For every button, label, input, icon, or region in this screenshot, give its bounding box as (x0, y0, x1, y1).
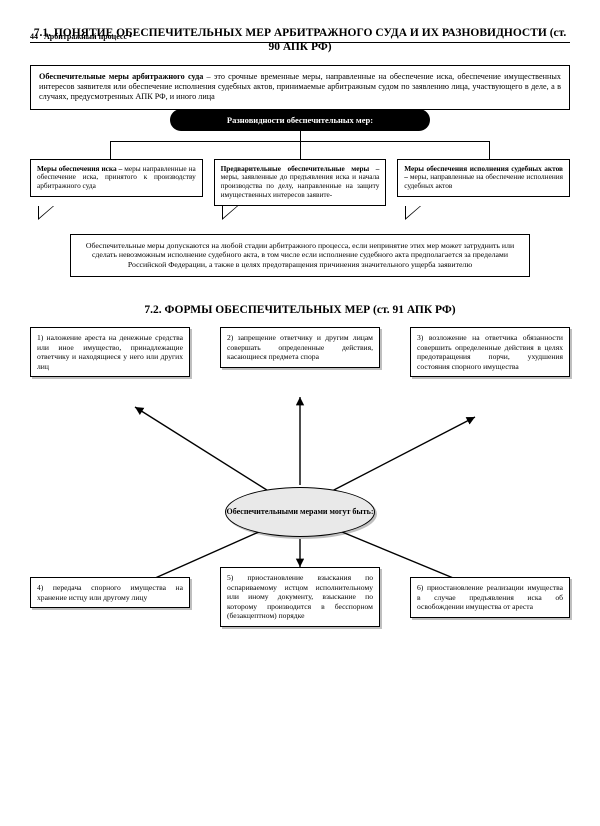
bullet: • (127, 32, 134, 41)
variety-box-2: Предварительные обеспечительные меры – м… (214, 159, 387, 206)
forms-diagram: 1) наложение ареста на денежные средства… (30, 327, 570, 677)
connector-row (30, 131, 570, 159)
variety-box-3: Меры обеспечения исполнения судебных акт… (397, 159, 570, 206)
form-box-3: 3) возложение на ответчика обязанности с… (410, 327, 570, 377)
forms-hub-label: Обеспечительными мерами могут быть: (227, 507, 374, 516)
header-rule (30, 42, 570, 43)
variety-box-1: Меры обеспечения иска – меры направленны… (30, 159, 203, 206)
callout-tail-icon (38, 206, 54, 220)
form-box-6: 6) приостановление реализации имущества … (410, 577, 570, 617)
section-7-2-title: 7.2. ФОРМЫ ОБЕСПЕЧИТЕЛЬНЫХ МЕР (ст. 91 А… (30, 303, 570, 317)
variety-2-text: меры, заявленные до предъявления иска и … (221, 172, 380, 199)
chapter-title: Арбитражный процесс (44, 32, 127, 41)
variety-2-lead: Предварительные обеспечительные меры – (221, 164, 380, 173)
forms-hub: Обеспечительными мерами могут быть: (225, 487, 375, 537)
admissibility-note: Обеспечительные меры допускаются на любо… (70, 234, 530, 277)
varieties-header: Разновидности обеспечительных мер: (170, 109, 430, 131)
definition-box: Обеспечительные меры арбитражного суда –… (30, 65, 570, 110)
form-box-4: 4) передача спорного имущества на хранен… (30, 577, 190, 608)
variety-1-lead: Меры обеспечения иска – (37, 164, 122, 173)
callout-tail-icon (222, 206, 238, 220)
variety-3-text: меры, направленные на обеспечение исполн… (404, 172, 563, 190)
form-box-2: 2) запрещение ответчику и другим лицам с… (220, 327, 380, 367)
varieties-row: Меры обеспечения иска – меры направленны… (30, 159, 570, 206)
definition-lead: Обеспечительные меры арбитражного суда (39, 72, 203, 81)
page-number: 44 (30, 32, 38, 41)
callout-tail-icon (405, 206, 421, 220)
form-box-5: 5) приостановление взыскания по оспарива… (220, 567, 380, 626)
form-box-1: 1) наложение ареста на денежные средства… (30, 327, 190, 377)
